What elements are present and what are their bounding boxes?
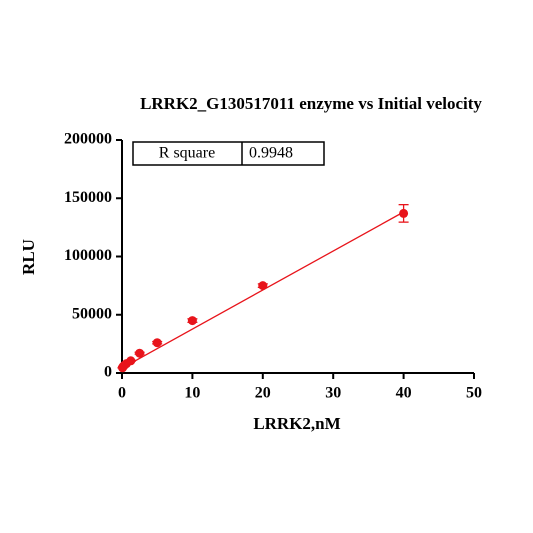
point — [152, 338, 162, 348]
x-tick-label: 10 — [184, 385, 200, 402]
chart-title: LRRK2_G130517011 enzyme vs Initial veloc… — [140, 94, 482, 113]
point — [126, 356, 136, 366]
x-tick-label: 0 — [118, 385, 126, 402]
y-axis-label: RLU — [19, 239, 38, 275]
x-tick-label: 40 — [396, 385, 412, 402]
y-tick-label: 50000 — [72, 305, 112, 322]
x-tick-label: 30 — [325, 385, 341, 402]
x-tick-label: 20 — [255, 385, 271, 402]
y-tick-label: 200000 — [64, 131, 112, 148]
point — [135, 348, 145, 358]
annotation-box — [132, 141, 325, 166]
point — [399, 208, 409, 218]
annotation-label: R square — [159, 145, 215, 162]
point — [187, 316, 197, 326]
y-tick-label: 0 — [104, 364, 112, 381]
y-tick-label: 100000 — [64, 247, 112, 264]
x-tick-label: 50 — [466, 385, 482, 402]
point — [258, 281, 268, 291]
x-axis-label: LRRK2,nM — [253, 414, 340, 433]
y-tick-label: 150000 — [64, 189, 112, 206]
annotation-value: 0.9948 — [249, 145, 293, 162]
